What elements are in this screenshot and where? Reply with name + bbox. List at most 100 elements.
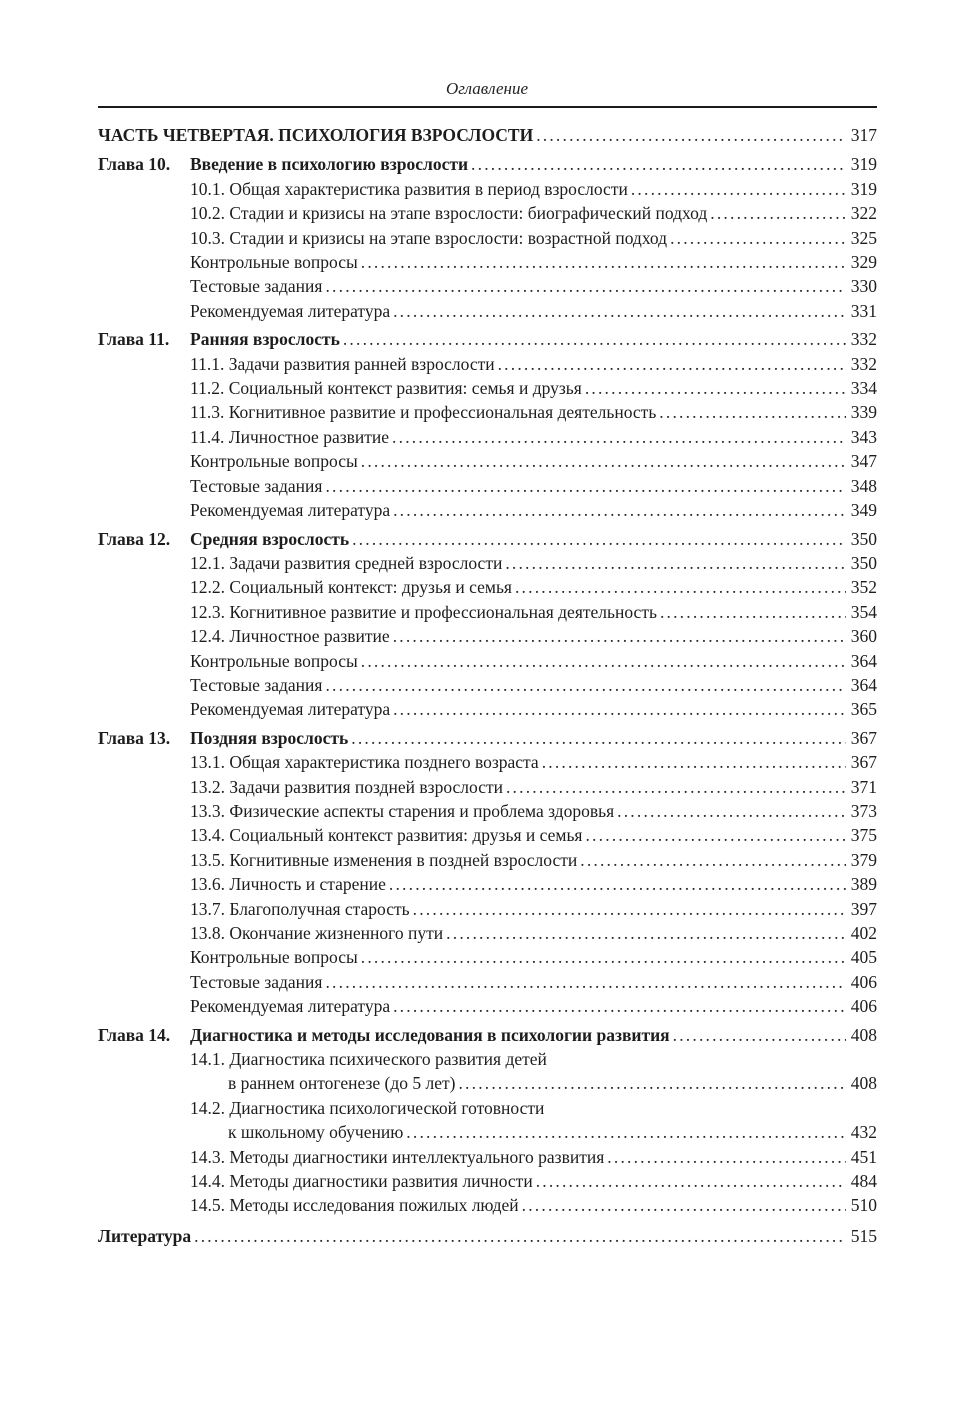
dot-leader [659, 400, 845, 424]
toc-entry: Контрольные вопросы 364 [98, 649, 877, 673]
toc-entry: 13.2. Задачи развития поздней взрослости… [98, 775, 877, 799]
toc-entry-title: Рекомендуемая литература [190, 300, 391, 321]
toc-page-number: 375 [850, 825, 877, 846]
toc-entry: 11.4. Личностное развитие 343 [98, 425, 877, 449]
dot-leader [522, 1193, 846, 1217]
toc-entry-title: 11.4. Личностное развитие [190, 426, 390, 447]
toc-entry: 12.1. Задачи развития средней взрослости… [98, 551, 877, 575]
toc-entry-title: 13.1. Общая характеристика позднего возр… [190, 752, 539, 773]
toc-page-number: 484 [850, 1171, 877, 1192]
toc-entry-title: к школьному обучению [228, 1122, 404, 1143]
toc-entry: Тестовые задания 330 [98, 274, 877, 298]
toc-page-number: 515 [850, 1225, 877, 1246]
toc-page-number: 406 [850, 996, 877, 1017]
toc-entry-title: Рекомендуемая литература [190, 699, 391, 720]
dot-leader [325, 274, 845, 298]
toc-page-number: 397 [850, 898, 877, 919]
toc-entry-title: 11.3. Когнитивное развитие и профессиона… [190, 402, 657, 423]
toc-entry-chapter-label: Глава 13. [98, 727, 171, 748]
toc-entry: Глава 13. Поздняя взрослость 367 [98, 726, 877, 750]
toc-entry-title: 11.1. Задачи развития ранней взрослости [190, 353, 495, 374]
toc-entry-title: 10.2. Стадии и кризисы на этапе взрослос… [190, 203, 708, 224]
toc-entry-chapter-label: Глава 14. [98, 1024, 171, 1045]
toc-entry: 11.1. Задачи развития ранней взрослости … [98, 352, 877, 376]
dot-leader [393, 697, 846, 721]
dot-leader [325, 673, 845, 697]
toc-entry-title: Контрольные вопросы [190, 650, 358, 671]
toc-entry-title: Тестовые задания [190, 276, 323, 297]
toc-entry: 13.3. Физические аспекты старения и проб… [98, 799, 877, 823]
toc-page-number: 352 [850, 577, 877, 598]
dot-leader [536, 123, 846, 147]
dot-leader [710, 201, 845, 225]
dot-leader [458, 1071, 845, 1095]
dot-leader [194, 1224, 846, 1248]
toc-page-number: 325 [850, 227, 877, 248]
toc-page-number: 319 [850, 154, 877, 175]
toc-entry: 10.1. Общая характеристика развития в пе… [98, 177, 877, 201]
toc-entry-title: 13.7. Благополучная старость [190, 898, 410, 919]
toc-entry-title: 13.5. Когнитивные изменения в поздней вз… [190, 849, 578, 870]
toc-entry: ЧАСТЬ ЧЕТВЕРТАЯ. ПСИХОЛОГИЯ ВЗРОСЛОСТИ 3… [98, 123, 877, 147]
toc-page-number: 408 [850, 1073, 877, 1094]
dot-leader [361, 945, 846, 969]
toc-entry-title: Тестовые задания [190, 971, 323, 992]
toc-entry: Рекомендуемая литература 365 [98, 697, 877, 721]
toc-entry-chapter-label: Глава 11. [98, 329, 170, 350]
dot-leader [352, 527, 846, 551]
dot-leader [542, 750, 846, 774]
toc-entry-title: 13.8. Окончание жизненного пути [190, 923, 444, 943]
dot-leader [413, 897, 846, 921]
toc-entry: к школьному обучению 432 [98, 1120, 877, 1144]
toc-entry-title: 12.2. Социальный контекст: друзья и семь… [190, 577, 512, 598]
dot-leader [536, 1169, 846, 1193]
toc-entry: 11.3. Когнитивное развитие и профессиона… [98, 400, 877, 424]
toc-entry: 13.5. Когнитивные изменения в поздней вз… [98, 848, 877, 872]
toc-entry: 10.2. Стадии и кризисы на этапе взрослос… [98, 201, 877, 225]
toc-page-number: 319 [850, 178, 877, 199]
toc-entry-title: Литература [98, 1225, 192, 1246]
toc-entry: Глава 10. Введение в психологию взрослос… [98, 152, 877, 176]
toc-page-number: 350 [850, 552, 877, 573]
toc-entry-chapter-label: Глава 10. [98, 154, 171, 175]
dot-leader [392, 425, 846, 449]
toc-entry: Литература 515 [98, 1224, 877, 1248]
toc-entry-title: 13.2. Задачи развития поздней взрослости [190, 776, 503, 797]
toc-entry: 13.8. Окончание жизненного пути 402 [98, 921, 877, 945]
toc-entry-title: 13.3. Физические аспекты старения и проб… [190, 800, 615, 821]
toc-entry: Тестовые задания 348 [98, 474, 877, 498]
dot-leader [389, 872, 846, 896]
dot-leader [631, 177, 846, 201]
toc-list: ЧАСТЬ ЧЕТВЕРТАЯ. ПСИХОЛОГИЯ ВЗРОСЛОСТИ 3… [98, 123, 877, 1248]
toc-entry: Тестовые задания 406 [98, 970, 877, 994]
toc-page-number: 451 [850, 1146, 877, 1167]
toc-entry-title: 14.1. Диагностика психического развития … [190, 1049, 547, 1070]
toc-page-number: 317 [850, 125, 877, 145]
toc-page-number: 349 [850, 500, 877, 521]
toc-page-number: 389 [850, 874, 877, 895]
toc-entry: Контрольные вопросы 329 [98, 250, 877, 274]
dot-leader [361, 649, 846, 673]
toc-page-number: 405 [850, 947, 877, 968]
toc-page-number: 332 [850, 353, 877, 374]
toc-entry: Рекомендуемая литература 349 [98, 498, 877, 522]
toc-entry-title: Тестовые задания [190, 475, 323, 496]
toc-page-number: 360 [850, 626, 877, 647]
header-rule [98, 106, 877, 108]
toc-entry-title: Тестовые задания [190, 674, 323, 695]
toc-page-number: 331 [850, 300, 877, 321]
toc-entry-title: Контрольные вопросы [190, 252, 358, 273]
toc-page-number: 371 [850, 776, 877, 797]
dot-leader [325, 970, 845, 994]
toc-page-number: 330 [850, 276, 877, 297]
dot-leader [506, 775, 846, 799]
toc-page-number: 348 [850, 475, 877, 496]
toc-entry-title: в раннем онтогенезе (до 5 лет) [228, 1073, 456, 1094]
toc-entry-title: Диагностика и методы исследования в псих… [190, 1024, 670, 1045]
toc-entry-title: Средняя взрослость [190, 528, 350, 549]
toc-page-number: 347 [850, 451, 877, 472]
toc-page-number: 334 [850, 378, 877, 399]
toc-entry: 10.3. Стадии и кризисы на этапе взрослос… [98, 226, 877, 250]
toc-entry-title: Контрольные вопросы [190, 947, 358, 968]
toc-entry: 14.2. Диагностика психологической готовн… [98, 1096, 877, 1120]
